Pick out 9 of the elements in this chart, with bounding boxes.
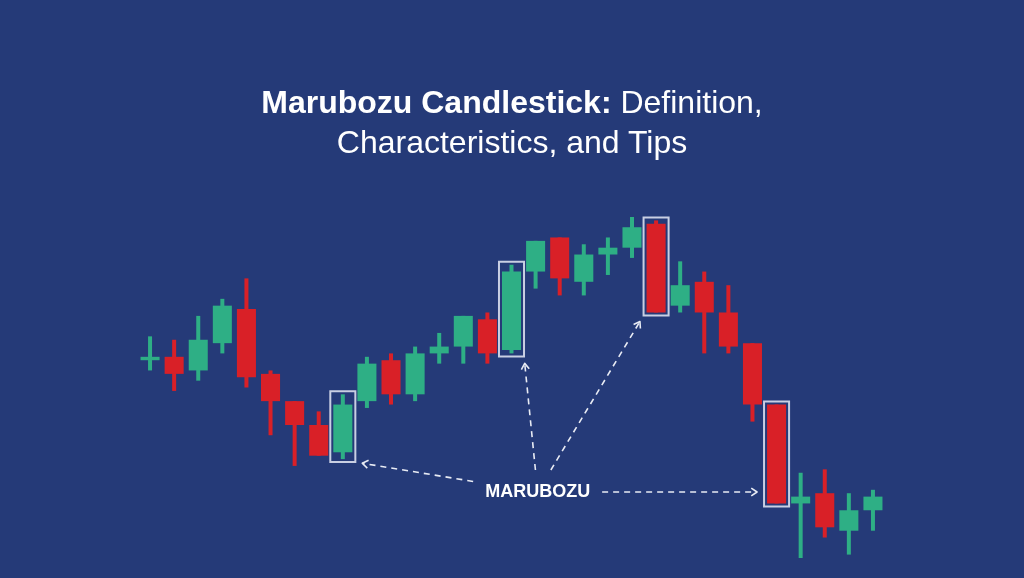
- candlestick: [598, 237, 618, 275]
- chart-title: Marubozu Candlestick: Definition, Characteristics, and Tips: [261, 84, 763, 160]
- candlestick: [670, 261, 690, 313]
- candlestick: [164, 339, 184, 391]
- candlestick: [863, 489, 883, 531]
- candlestick: [622, 217, 642, 258]
- candlestick: [839, 493, 859, 555]
- candlestick: [285, 401, 305, 466]
- annotation: MARUBOZU: [485, 480, 591, 501]
